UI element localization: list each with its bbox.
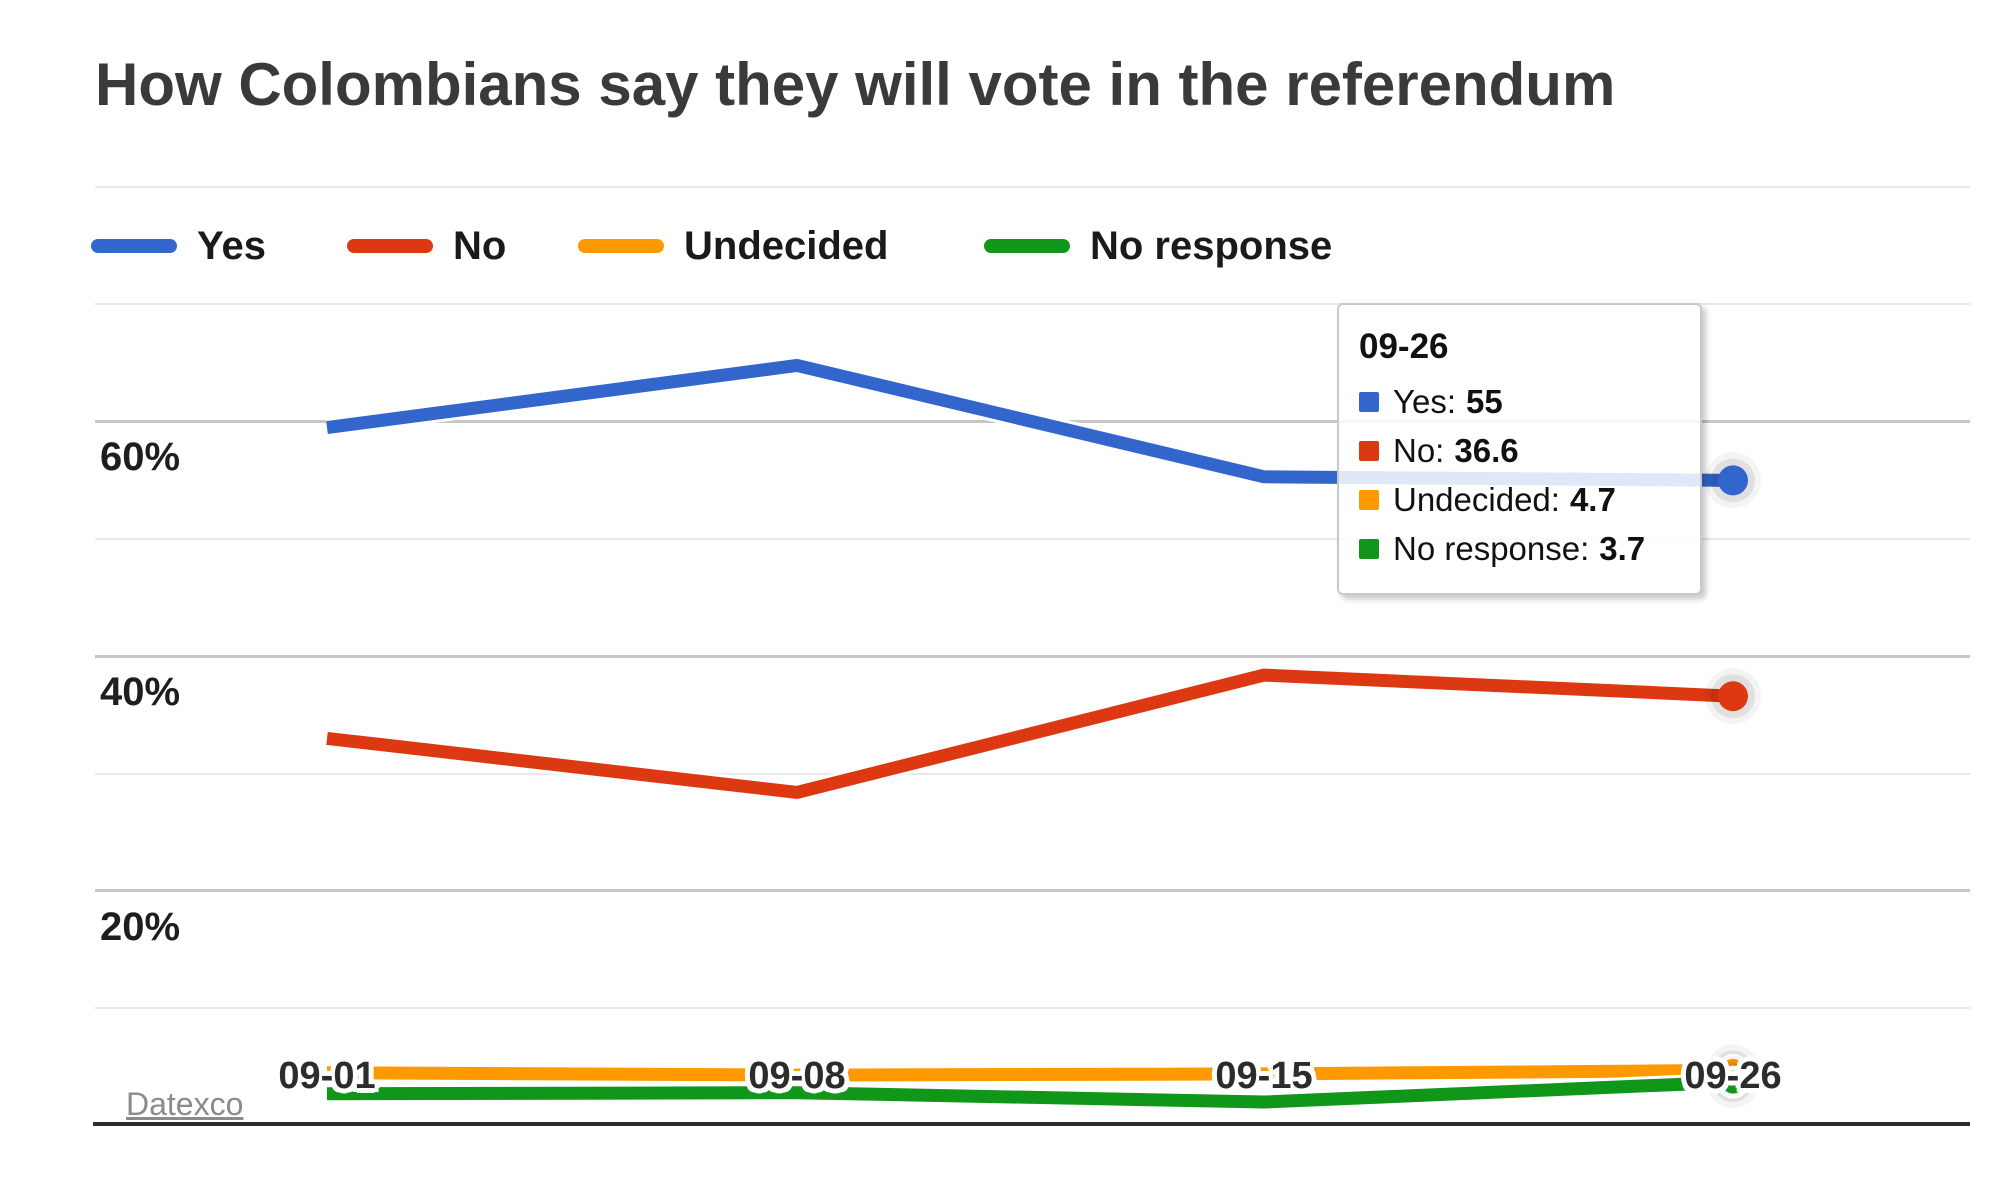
legend-item-no-response: No response — [984, 222, 1332, 270]
legend-swatch-undecided — [578, 239, 664, 253]
tooltip-label-undecided: Undecided: — [1393, 480, 1560, 518]
legend-label-undecided: Undecided — [684, 223, 889, 268]
x-axis-label-09-26: 09-26 — [1684, 1055, 1782, 1097]
source-link-datexco[interactable]: Datexco — [126, 1086, 244, 1122]
y-axis-label-20: 20% — [100, 905, 181, 949]
tooltip-row-no-response: No response: 3.7 — [1359, 524, 1678, 573]
y-axis-label-60: 60% — [100, 435, 181, 479]
x-axis-label-09-08: 09-08 — [748, 1055, 846, 1097]
tooltip-row-yes: Yes: 55 — [1359, 377, 1678, 426]
tooltip-swatch-no — [1359, 440, 1379, 461]
chart-tooltip: 09-26 Yes: 55 No: 36.6 Undecided: 4.7 No… — [1337, 303, 1702, 595]
legend-item-no: No — [347, 222, 506, 270]
tooltip-row-no: No: 36.6 — [1359, 426, 1678, 475]
tooltip-value-no-response: 3.7 — [1599, 529, 1646, 567]
chart-title: How Colombians say they will vote in the… — [95, 51, 1616, 118]
tooltip-row-undecided: Undecided: 4.7 — [1359, 475, 1678, 524]
tooltip-label-yes: Yes: — [1393, 382, 1457, 420]
legend-label-no-response: No response — [1090, 223, 1333, 268]
legend-swatch-yes — [91, 239, 177, 253]
y-axis-label-40: 40% — [100, 670, 181, 714]
legend-label-no: No — [453, 223, 507, 268]
tooltip-value-yes: 55 — [1466, 382, 1503, 420]
legend-swatch-no-response — [984, 239, 1070, 253]
x-axis-label-09-15: 09-15 — [1215, 1055, 1313, 1097]
tooltip-value-no: 36.6 — [1454, 431, 1519, 469]
tooltip-date: 09-26 — [1359, 327, 1449, 366]
x-axis-baseline — [93, 1122, 1970, 1126]
legend-item-undecided: Undecided — [578, 222, 888, 270]
tooltip-value-undecided: 4.7 — [1569, 480, 1616, 518]
tooltip-swatch-no-response — [1359, 538, 1379, 559]
legend-item-yes: Yes — [91, 222, 266, 270]
tooltip-swatch-undecided — [1359, 489, 1379, 510]
legend-label-yes: Yes — [197, 223, 266, 268]
tooltip-label-no-response: No response: — [1393, 529, 1590, 567]
x-axis-label-09-01: 09-01 — [278, 1055, 376, 1097]
tooltip-label-no: No: — [1393, 431, 1445, 469]
legend-swatch-no — [347, 239, 433, 253]
tooltip-swatch-yes — [1359, 391, 1379, 412]
